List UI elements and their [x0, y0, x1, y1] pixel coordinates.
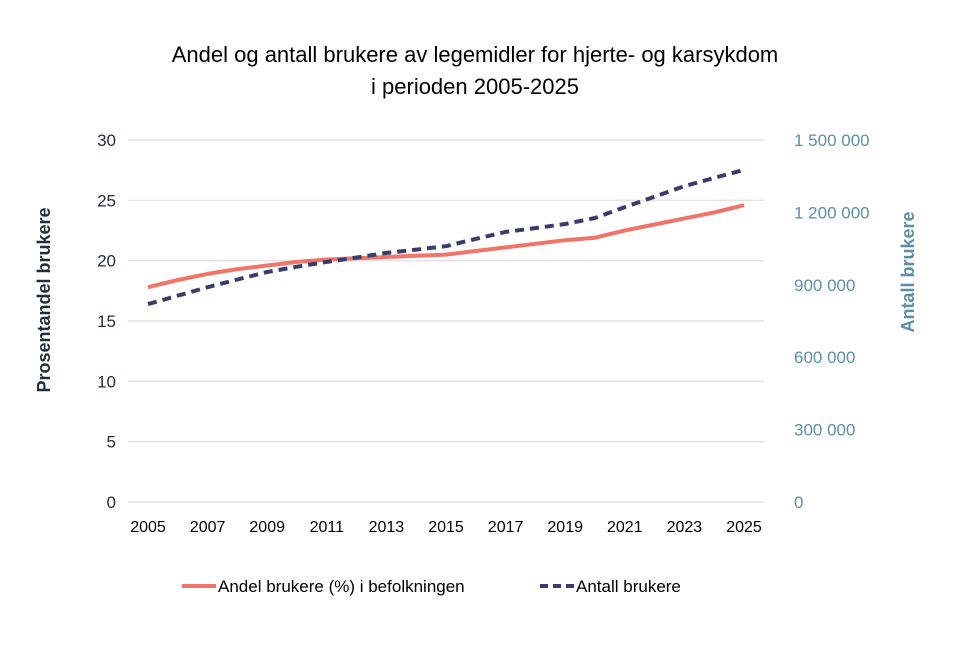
legend: Andel brukere (%) i befolkningen Antall …: [182, 577, 681, 596]
chart-subtitle: i perioden 2005-2025: [371, 74, 579, 99]
right-tick-label: 600 000: [794, 348, 855, 367]
legend-label-antall: Antall brukere: [576, 577, 681, 596]
left-axis-ticks: 0 5 10 15 20 25 30: [97, 131, 116, 512]
x-tick-label: 2009: [249, 519, 285, 536]
x-tick-label: 2015: [428, 519, 464, 536]
right-tick-label: 1 200 000: [794, 203, 870, 222]
left-tick-label: 5: [107, 433, 116, 452]
left-tick-label: 25: [97, 191, 116, 210]
left-tick-label: 30: [97, 131, 116, 150]
x-tick-label: 2021: [607, 519, 643, 536]
left-tick-label: 15: [97, 312, 116, 331]
right-tick-label: 900 000: [794, 276, 855, 295]
left-axis-label: Prosentandel brukere: [34, 207, 54, 392]
x-tick-label: 2019: [547, 519, 583, 536]
x-tick-label: 2005: [130, 519, 166, 536]
left-tick-label: 20: [97, 252, 116, 271]
right-axis-label: Antall brukere: [898, 211, 918, 332]
series-line-antall: [147, 167, 745, 307]
x-tick-label: 2017: [488, 519, 524, 536]
gridlines: [128, 139, 764, 503]
left-tick-label: 10: [97, 372, 116, 391]
x-tick-label: 2013: [369, 519, 405, 536]
right-tick-label: 300 000: [794, 421, 855, 440]
x-axis-ticks: 2005 2007 2009 2011 2013 2015 2017 2019 2021 2023…: [130, 519, 762, 536]
x-tick-label: 2023: [667, 519, 703, 536]
right-tick-label: 1 500 000: [794, 131, 870, 150]
right-tick-label: 0: [794, 493, 803, 512]
x-tick-label: 2025: [726, 519, 762, 536]
left-tick-label: 0: [107, 493, 116, 512]
series-line-andel: [147, 203, 745, 290]
series-lines: [147, 167, 745, 307]
chart-title: Andel og antall brukere av legemidler fo…: [172, 42, 779, 67]
x-tick-label: 2007: [190, 519, 226, 536]
x-tick-label: 2011: [310, 519, 345, 536]
right-axis-ticks: 0 300 000 600 000 900 000 1 200 000 1 500 000: [794, 131, 870, 512]
legend-label-andel: Andel brukere (%) i befolkningen: [218, 577, 465, 596]
